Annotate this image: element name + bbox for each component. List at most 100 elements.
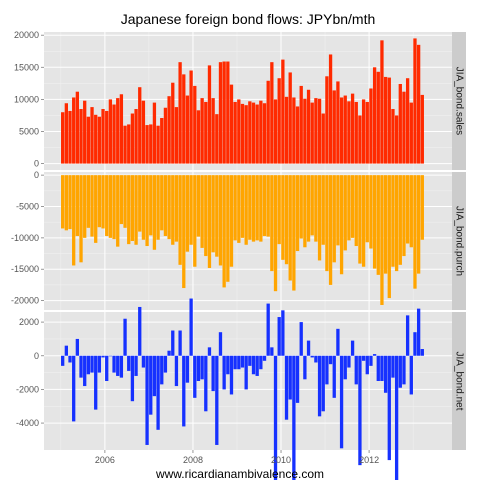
bar <box>72 175 76 266</box>
bar <box>105 110 109 164</box>
bar <box>240 175 245 238</box>
bar <box>361 175 366 267</box>
bar <box>306 175 311 242</box>
y-tick-label: -20000 <box>11 296 39 306</box>
bar <box>369 355 373 366</box>
chart-title: Japanese foreign bond flows: JPYbn/mth <box>121 11 376 27</box>
bar <box>160 175 164 231</box>
y-tick-label: -2000 <box>16 384 39 394</box>
bar <box>387 355 391 461</box>
bar <box>130 175 135 241</box>
bar <box>152 175 157 250</box>
bar <box>83 355 87 387</box>
bar <box>310 175 314 236</box>
bar <box>130 355 135 402</box>
bar <box>178 330 182 356</box>
chart-credit: www.ricardianambivalence.com <box>155 467 324 480</box>
bar <box>130 113 135 164</box>
bar <box>185 355 190 383</box>
bar <box>262 103 267 164</box>
bar <box>255 355 259 376</box>
bar <box>134 355 138 376</box>
bar <box>211 98 215 164</box>
bar <box>288 175 292 281</box>
bar <box>303 98 307 164</box>
bar <box>270 347 274 356</box>
bar <box>314 175 318 242</box>
bar <box>101 175 105 229</box>
bar <box>380 355 384 381</box>
bar <box>303 355 307 380</box>
bar <box>409 175 413 248</box>
bar <box>405 78 410 164</box>
bar <box>233 175 237 241</box>
bar <box>273 355 278 480</box>
bar <box>75 175 80 236</box>
bar <box>343 95 347 164</box>
bar <box>240 355 245 368</box>
y-tick-label: 0 <box>34 170 39 180</box>
bar <box>138 87 142 164</box>
y-tick-label: -10000 <box>11 233 39 243</box>
bar <box>226 175 230 282</box>
bar <box>354 101 358 164</box>
bar <box>105 355 109 381</box>
bar <box>119 355 124 378</box>
bar <box>284 175 289 265</box>
bar <box>237 355 241 370</box>
bar <box>64 175 68 231</box>
bar <box>251 175 256 242</box>
bar <box>383 355 388 393</box>
facet-strip-label: JIA_bond.sales <box>454 67 465 135</box>
bar <box>200 98 204 164</box>
facet-strip <box>452 32 466 170</box>
y-tick-label: -5000 <box>16 202 39 212</box>
bar <box>193 85 197 164</box>
bar <box>317 175 322 261</box>
bar <box>156 175 160 240</box>
bar <box>372 354 377 356</box>
bar <box>145 175 149 247</box>
bar <box>61 112 65 164</box>
bar <box>105 175 109 236</box>
bar <box>284 355 289 420</box>
bar <box>156 125 160 164</box>
bar <box>141 100 146 164</box>
bar <box>138 306 142 356</box>
bar <box>233 355 237 370</box>
facet-panel: 2000 0 -2000 -4000 JIA_bond.net <box>16 298 466 480</box>
y-tick-label: 2000 <box>19 317 39 327</box>
bar <box>420 94 424 164</box>
bar <box>108 355 113 357</box>
bar <box>339 175 344 275</box>
bar <box>383 175 388 274</box>
bar <box>204 175 208 257</box>
bar <box>295 355 300 403</box>
bar <box>277 317 281 356</box>
bar <box>310 355 314 358</box>
bar <box>127 124 131 164</box>
bar <box>273 175 278 292</box>
bar <box>229 355 234 395</box>
bar <box>354 355 358 385</box>
bar <box>171 175 175 245</box>
bar <box>394 175 399 272</box>
bar <box>222 61 226 164</box>
bar <box>273 99 278 164</box>
bar <box>402 355 406 385</box>
bar <box>372 175 377 269</box>
bar <box>79 355 83 378</box>
bar <box>369 88 373 164</box>
bar <box>189 175 193 245</box>
bar <box>196 355 201 381</box>
bar <box>127 175 131 245</box>
bar <box>398 83 402 164</box>
bar <box>376 175 380 275</box>
y-tick-label: 10000 <box>14 94 39 104</box>
bar <box>189 70 193 164</box>
bar <box>149 355 153 415</box>
bar <box>101 109 105 164</box>
x-tick-label: 2008 <box>183 455 203 465</box>
bar <box>167 175 171 240</box>
bar <box>182 74 186 164</box>
